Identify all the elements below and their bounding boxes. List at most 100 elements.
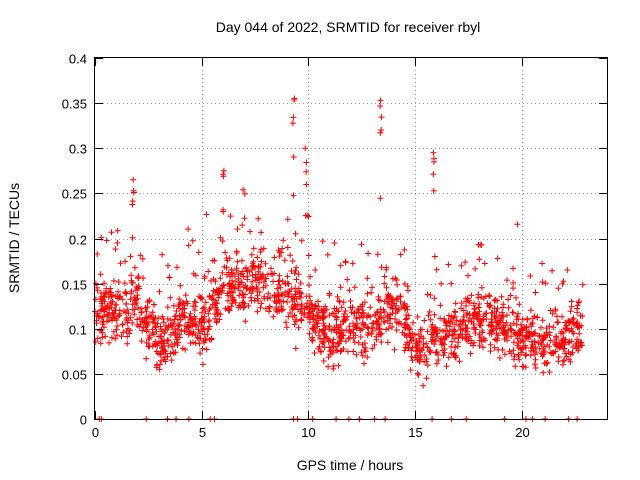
data-point	[333, 316, 340, 323]
data-point	[101, 324, 107, 331]
data-point	[364, 275, 371, 282]
data-point	[431, 311, 438, 318]
data-point	[100, 293, 107, 300]
data-point	[565, 339, 572, 346]
data-point	[115, 279, 122, 285]
data-point	[151, 301, 158, 308]
data-point	[167, 294, 174, 301]
data-point	[575, 299, 582, 306]
data-point	[416, 358, 423, 365]
data-point	[470, 342, 477, 349]
data-point	[415, 331, 422, 337]
data-point	[377, 195, 384, 202]
data-point	[277, 284, 284, 291]
data-point	[276, 272, 283, 279]
data-point	[536, 332, 542, 339]
data-point	[210, 276, 217, 283]
data-point	[476, 331, 483, 338]
data-point	[419, 326, 425, 333]
data-point	[368, 331, 375, 337]
data-point	[362, 344, 369, 351]
data-point	[230, 296, 237, 303]
data-point	[159, 313, 166, 320]
data-point	[337, 338, 344, 345]
data-point	[258, 300, 265, 307]
data-point	[480, 295, 487, 302]
data-point	[242, 318, 249, 325]
data-point	[183, 328, 190, 335]
data-point	[247, 228, 253, 235]
data-point	[460, 319, 467, 325]
data-point	[472, 309, 479, 316]
data-point	[380, 314, 387, 321]
data-point	[368, 289, 375, 296]
data-point	[388, 294, 394, 301]
data-point	[99, 321, 106, 328]
y-tick-label: 0.3	[69, 142, 87, 157]
data-point	[243, 264, 249, 271]
data-point	[476, 337, 483, 344]
data-point	[177, 316, 184, 323]
data-point	[257, 249, 264, 255]
data-point	[520, 363, 527, 370]
data-point	[577, 339, 584, 346]
data-point	[266, 308, 272, 315]
data-point	[226, 307, 233, 314]
data-point	[569, 328, 576, 335]
data-point	[465, 272, 471, 279]
data-point	[190, 329, 197, 335]
data-point	[129, 201, 136, 208]
data-point	[427, 349, 434, 356]
data-point	[96, 327, 103, 334]
data-point	[444, 327, 451, 334]
data-point	[410, 319, 417, 326]
data-point	[507, 322, 514, 329]
data-point	[356, 314, 363, 321]
data-point	[326, 323, 333, 330]
data-point	[297, 294, 304, 301]
data-point	[508, 326, 514, 333]
data-point	[275, 292, 282, 299]
data-point	[374, 251, 381, 258]
data-point	[304, 300, 311, 307]
data-point	[567, 358, 574, 365]
data-point	[135, 304, 142, 311]
data-point	[549, 310, 556, 317]
data-point	[291, 321, 298, 328]
data-point	[168, 357, 175, 364]
data-point	[385, 325, 392, 332]
data-point	[292, 291, 299, 298]
data-point	[236, 292, 243, 299]
data-point	[450, 351, 457, 358]
data-point	[513, 294, 519, 301]
data-point	[312, 267, 319, 273]
data-point	[311, 321, 318, 328]
data-point	[162, 350, 169, 357]
data-point	[512, 330, 519, 337]
data-point	[476, 256, 483, 263]
data-point	[555, 319, 562, 325]
data-point	[164, 304, 171, 311]
data-point	[349, 260, 356, 267]
data-point	[206, 323, 213, 330]
data-point	[270, 278, 277, 285]
data-point	[507, 292, 514, 299]
data-point	[284, 216, 291, 223]
data-point	[210, 287, 217, 294]
data-point	[220, 171, 227, 178]
data-point	[399, 329, 406, 336]
data-point	[342, 316, 349, 323]
data-point	[254, 292, 261, 299]
data-point	[540, 369, 547, 376]
data-point	[258, 246, 265, 253]
data-point	[483, 310, 490, 317]
data-point	[200, 361, 206, 368]
data-point	[249, 284, 255, 291]
data-point	[429, 334, 436, 341]
data-point	[321, 331, 328, 338]
data-point	[239, 222, 246, 229]
data-point	[258, 258, 265, 265]
data-point	[135, 274, 141, 281]
data-point	[196, 340, 203, 347]
data-point	[499, 346, 506, 353]
